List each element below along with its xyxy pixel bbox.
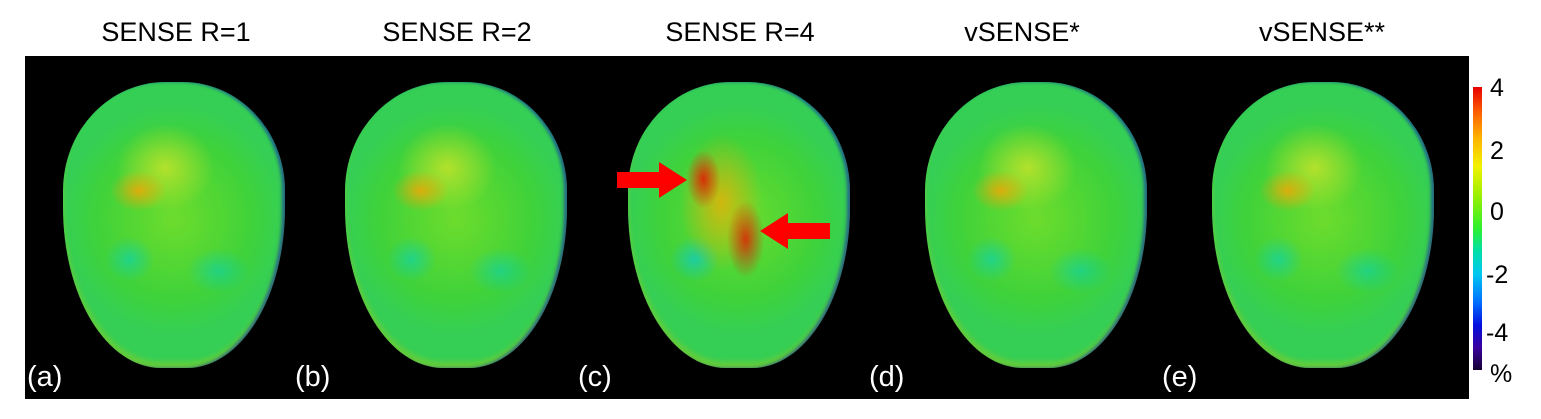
colorbar-tick: 2: [1490, 137, 1504, 165]
red-arrow-left-icon: [760, 213, 830, 249]
panel-b: (b): [295, 56, 595, 399]
panel-title-e: vSENSE**: [1258, 17, 1386, 47]
colorbar-unit: %: [1490, 360, 1513, 388]
panel-title-a: SENSE R=1: [101, 17, 251, 47]
panel-d: (d): [869, 56, 1175, 399]
image-strip: (a) (b) (c) (d) (e): [25, 56, 1469, 399]
colorbar: [1473, 87, 1482, 370]
brain-map: [1212, 82, 1434, 368]
panel-label: (d): [869, 361, 905, 393]
panel-label: (a): [27, 361, 63, 393]
panel-title-b: SENSE R=2: [382, 17, 532, 47]
panel-label: (b): [295, 361, 331, 393]
panel-label: (e): [1162, 361, 1198, 393]
panel-label: (c): [578, 361, 612, 393]
colorbar-tick: 4: [1490, 74, 1504, 102]
red-arrow-right-icon: [617, 162, 687, 198]
panel-title-d: vSENSE*: [964, 17, 1080, 47]
colorbar-tick: 0: [1490, 198, 1504, 226]
panel-e: (e): [1162, 56, 1462, 399]
panel-title-c: SENSE R=4: [665, 17, 815, 47]
brain-map: [345, 82, 567, 368]
brain-map: [925, 82, 1147, 368]
colorbar-tick: -2: [1486, 261, 1509, 289]
colorbar-tick: -4: [1486, 319, 1509, 347]
panel-a: (a): [25, 56, 313, 399]
panel-c: (c): [578, 56, 878, 399]
brain-map: [63, 82, 285, 368]
